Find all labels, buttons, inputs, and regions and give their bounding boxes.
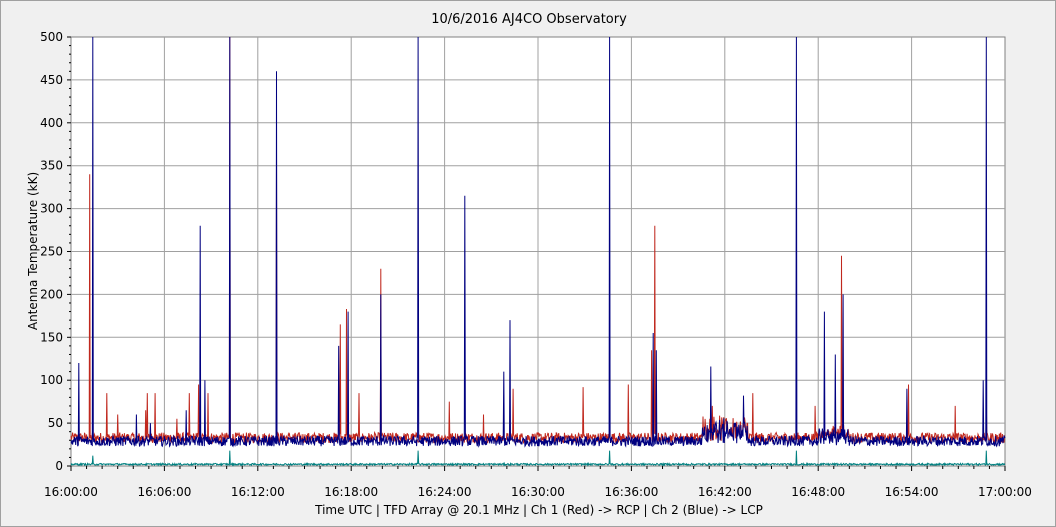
x-tick-label: 16:06:00 xyxy=(137,485,191,499)
y-tick-label: 150 xyxy=(40,330,63,344)
y-axis-label: Antenna Temperature (kK) xyxy=(26,172,40,330)
y-tick-label: 350 xyxy=(40,159,63,173)
y-tick-label: 500 xyxy=(40,30,63,44)
y-tick-label: 400 xyxy=(40,116,63,130)
series-line-3 xyxy=(70,450,1006,467)
x-tick-label: 16:48:00 xyxy=(791,485,845,499)
x-tick-label: 17:00:00 xyxy=(978,485,1032,499)
x-tick-label: 16:00:00 xyxy=(44,485,98,499)
y-tick-label: 300 xyxy=(40,202,63,216)
series-line-1 xyxy=(70,36,1006,445)
y-tick-label: 450 xyxy=(40,73,63,87)
y-tick-label: 50 xyxy=(48,416,63,430)
x-tick-label: 16:54:00 xyxy=(885,485,939,499)
chart-title: 10/6/2016 AJ4CO Observatory xyxy=(431,12,627,27)
y-tick-label: 250 xyxy=(40,245,63,259)
y-tick-label: 0 xyxy=(55,459,63,473)
x-tick-label: 16:30:00 xyxy=(511,485,565,499)
x-tick-label: 16:18:00 xyxy=(324,485,378,499)
series-line-2 xyxy=(70,36,1006,448)
grid-lines xyxy=(71,37,1005,466)
x-tick-label: 16:24:00 xyxy=(418,485,472,499)
y-tick-label: 100 xyxy=(40,373,63,387)
x-tick-label: 16:36:00 xyxy=(604,485,658,499)
footer-caption: Time UTC | TFD Array @ 20.1 MHz | Ch 1 (… xyxy=(314,503,763,517)
x-tick-label: 16:12:00 xyxy=(231,485,285,499)
y-tick-label: 200 xyxy=(40,287,63,301)
x-tick-label: 16:42:00 xyxy=(698,485,752,499)
axes-layer: 0 50 100 150 200 250 300 350 400 450 500 16:00:00 16… xyxy=(40,30,1032,499)
series-layer xyxy=(70,36,1006,467)
